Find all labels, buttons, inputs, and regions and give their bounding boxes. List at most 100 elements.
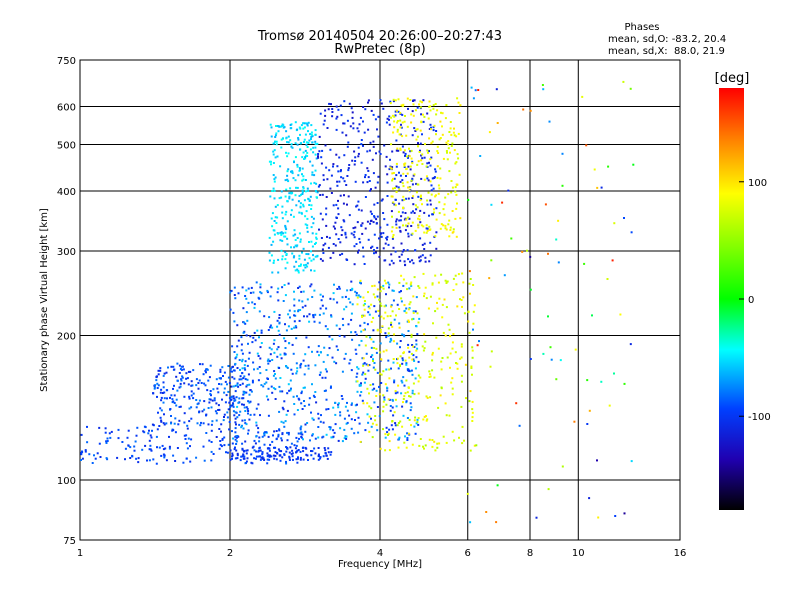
data-point xyxy=(423,178,426,181)
data-point xyxy=(399,126,402,129)
data-point xyxy=(272,174,275,176)
data-point xyxy=(392,234,395,236)
data-point xyxy=(332,204,335,207)
data-point xyxy=(272,153,275,156)
data-point xyxy=(286,366,289,369)
data-point xyxy=(218,383,220,385)
data-point xyxy=(302,127,305,130)
data-point xyxy=(313,447,316,450)
data-point xyxy=(281,406,284,409)
data-point xyxy=(459,357,462,360)
data-point xyxy=(287,433,290,436)
data-point xyxy=(245,385,248,388)
data-point xyxy=(296,163,299,166)
data-point xyxy=(333,283,335,286)
data-point xyxy=(456,305,459,308)
data-point xyxy=(413,173,416,176)
data-point xyxy=(304,266,307,269)
data-point xyxy=(446,356,449,359)
data-point xyxy=(452,333,455,335)
data-point xyxy=(274,454,277,457)
data-point xyxy=(343,122,346,125)
data-point xyxy=(131,455,134,458)
data-point xyxy=(607,165,610,168)
data-point xyxy=(444,227,447,230)
data-point xyxy=(408,147,410,150)
data-point xyxy=(363,300,366,302)
data-point xyxy=(185,372,188,375)
data-point xyxy=(386,195,389,197)
data-point xyxy=(470,367,473,369)
data-point xyxy=(168,435,170,438)
data-point xyxy=(373,252,375,255)
data-point xyxy=(223,391,226,394)
data-point xyxy=(296,367,299,370)
data-point xyxy=(462,281,465,284)
data-point xyxy=(456,183,458,186)
data-point xyxy=(263,433,266,436)
data-point xyxy=(329,426,332,429)
data-point xyxy=(369,141,372,144)
data-point xyxy=(407,235,410,238)
data-point xyxy=(233,351,236,353)
data-point xyxy=(152,392,155,395)
data-point xyxy=(311,450,314,453)
data-point xyxy=(384,449,387,452)
data-point xyxy=(420,198,423,200)
data-point xyxy=(300,290,303,293)
data-point xyxy=(280,231,283,234)
data-point xyxy=(251,341,254,344)
data-point xyxy=(241,442,244,445)
data-point xyxy=(311,171,314,174)
data-point xyxy=(269,326,272,329)
data-point xyxy=(413,419,416,422)
data-point xyxy=(393,126,396,129)
data-point xyxy=(408,189,411,192)
data-point xyxy=(243,457,246,460)
data-point xyxy=(362,371,365,374)
data-point xyxy=(165,459,168,462)
data-point xyxy=(331,108,334,110)
data-point xyxy=(437,406,440,409)
data-point xyxy=(435,218,438,221)
data-point xyxy=(471,408,474,411)
data-point xyxy=(405,175,407,177)
data-point xyxy=(296,268,299,271)
data-point xyxy=(155,379,158,382)
data-point xyxy=(419,195,422,198)
data-point xyxy=(406,249,409,252)
data-point xyxy=(283,352,286,355)
data-point xyxy=(284,294,287,297)
data-point xyxy=(379,331,382,334)
data-point xyxy=(188,397,191,400)
data-point xyxy=(243,375,246,378)
data-point xyxy=(289,187,292,190)
data-point xyxy=(573,420,576,423)
data-point xyxy=(376,406,379,408)
data-point xyxy=(234,411,237,414)
data-point xyxy=(428,370,431,373)
data-point xyxy=(561,152,564,155)
data-point xyxy=(382,405,385,408)
data-point xyxy=(310,138,312,140)
data-point xyxy=(345,422,348,425)
data-point xyxy=(263,443,266,446)
data-point xyxy=(327,108,330,111)
data-point xyxy=(373,215,376,218)
data-point xyxy=(207,407,210,409)
data-point xyxy=(223,444,226,447)
data-point xyxy=(284,258,287,261)
data-point xyxy=(151,429,153,432)
data-point xyxy=(314,143,317,146)
data-point xyxy=(367,128,370,131)
data-point xyxy=(245,334,248,337)
data-point xyxy=(310,208,313,210)
data-point xyxy=(401,359,404,362)
data-point xyxy=(253,457,256,460)
data-point xyxy=(429,254,432,257)
data-point xyxy=(147,432,150,435)
data-point xyxy=(290,143,293,146)
data-point xyxy=(252,445,255,448)
data-point xyxy=(342,219,345,222)
data-point xyxy=(192,369,195,372)
